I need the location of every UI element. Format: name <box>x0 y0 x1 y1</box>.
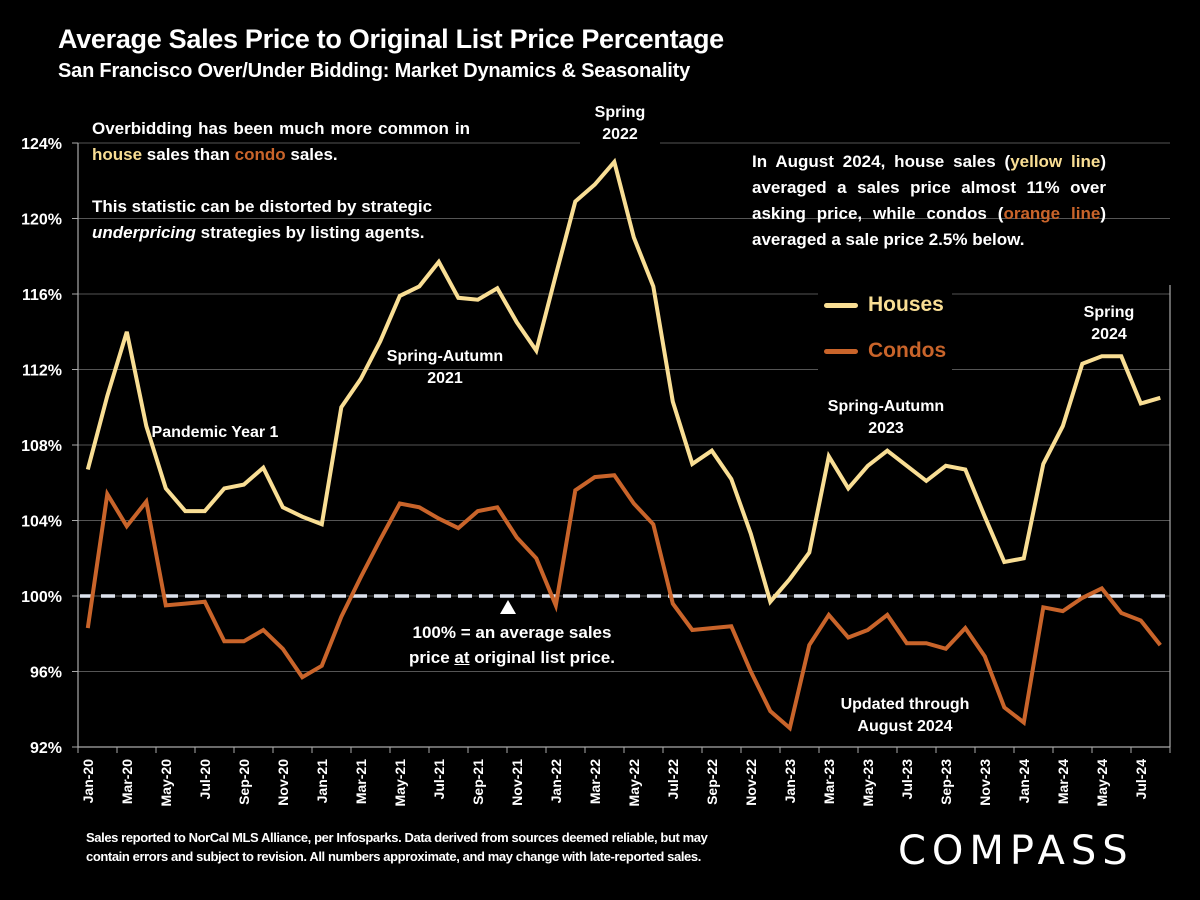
x-tick-label: Jul-23 <box>899 759 915 800</box>
highlight-orange-line: orange line <box>1003 204 1101 223</box>
y-tick-label: 96% <box>30 665 62 682</box>
label-spring-2024: Spring 2024 <box>1074 302 1144 346</box>
y-tick-label: 108% <box>21 438 62 455</box>
highlight-house: house <box>92 145 143 164</box>
x-tick-label: May-21 <box>392 759 408 807</box>
x-tick-label: Jan-22 <box>548 759 564 804</box>
series-line-houses <box>85 157 1161 606</box>
axes <box>77 143 1171 748</box>
x-tick-label: Nov-21 <box>509 759 525 806</box>
y-tick-label: 124% <box>21 136 62 153</box>
x-tick-label: Nov-22 <box>743 759 759 806</box>
x-tick-label: May-23 <box>860 759 876 807</box>
series-lines <box>85 157 1162 732</box>
legend: Houses Condos <box>818 282 953 374</box>
legend-swatch-condos <box>824 348 858 354</box>
legend-item-houses: Houses <box>824 282 946 328</box>
y-tick-label: 92% <box>30 740 62 757</box>
chart-title: Average Sales Price to Original List Pri… <box>58 24 724 54</box>
label-pandemic-year-1: Pandemic Year 1 <box>151 424 279 441</box>
y-tick-label: 100% <box>21 589 62 606</box>
x-axis-ticks: Jan-20 Mar-20 May-20 Jul-20 Sep-20 Nov-20 Jan-… <box>77 747 1171 807</box>
legend-item-condos: Condos <box>824 328 946 374</box>
x-tick-label: Jan-24 <box>1016 759 1032 804</box>
x-tick-label: May-24 <box>1094 759 1110 807</box>
y-tick-label: 116% <box>22 287 62 304</box>
highlight-yellow-line: yellow line <box>1010 152 1101 171</box>
y-tick-label: 120% <box>21 212 62 229</box>
x-tick-label: Jul-21 <box>431 759 447 800</box>
x-tick-label: Jan-23 <box>782 759 798 804</box>
x-tick-label: Mar-22 <box>587 759 603 804</box>
x-tick-label: May-20 <box>158 759 174 807</box>
x-tick-label: Jan-21 <box>314 759 330 804</box>
series-line-condos <box>85 473 1162 732</box>
annotation-overbidding: Overbidding has been much more common in… <box>92 116 470 246</box>
label-updated-through: Updated through August 2024 <box>840 696 970 735</box>
y-tick-label: 112% <box>22 363 62 380</box>
x-tick-label: Jul-22 <box>665 759 681 800</box>
y-axis-ticks: 92% 96% 100% 104% 108% 112% 116% 120% 124% <box>21 136 78 757</box>
compass-logo: COMPASS <box>898 828 1134 874</box>
x-tick-label: Nov-20 <box>275 759 291 806</box>
x-tick-label: Jan-20 <box>80 759 96 804</box>
y-tick-label: 104% <box>21 514 62 531</box>
x-tick-label: Sep-21 <box>470 759 486 805</box>
x-tick-label: Jul-20 <box>197 759 213 800</box>
gridlines <box>78 142 1170 672</box>
triangle-marker-icon <box>500 600 516 614</box>
highlight-condo: condo <box>234 145 286 164</box>
label-100-percent-note: 100% = an average sales price at origina… <box>409 623 615 667</box>
chart-subtitle: San Francisco Over/Under Bidding: Market… <box>58 60 691 82</box>
x-tick-label: Mar-23 <box>821 759 837 804</box>
x-tick-label: Mar-24 <box>1055 759 1071 804</box>
x-tick-label: Mar-20 <box>119 759 135 804</box>
label-spring-2022: Spring 2022 <box>580 102 660 146</box>
annotation-underpricing-p2: This statistic can be distorted by strat… <box>92 197 433 242</box>
annotation-august-2024: In August 2024, house sales (yellow line… <box>752 152 1106 249</box>
x-tick-label: Mar-21 <box>353 759 369 804</box>
x-tick-label: Sep-22 <box>704 759 720 805</box>
x-tick-label: May-22 <box>626 759 642 807</box>
x-tick-label: Sep-23 <box>938 759 954 805</box>
annotation-overbidding-p1: Overbidding has been much more common in… <box>92 119 470 164</box>
footer-disclaimer: Sales reported to NorCal MLS Alliance, p… <box>86 830 708 864</box>
x-tick-label: Jul-24 <box>1133 759 1149 800</box>
legend-label-condos: Condos <box>868 339 947 362</box>
x-tick-label: Sep-20 <box>236 759 252 805</box>
legend-swatch-houses <box>824 302 858 308</box>
x-tick-label: Nov-23 <box>977 759 993 806</box>
label-spring-autumn-2023: Spring-Autumn 2023 <box>827 398 945 437</box>
label-spring-autumn-2021: Spring-Autumn 2021 <box>386 348 504 387</box>
legend-label-houses: Houses <box>868 293 944 316</box>
